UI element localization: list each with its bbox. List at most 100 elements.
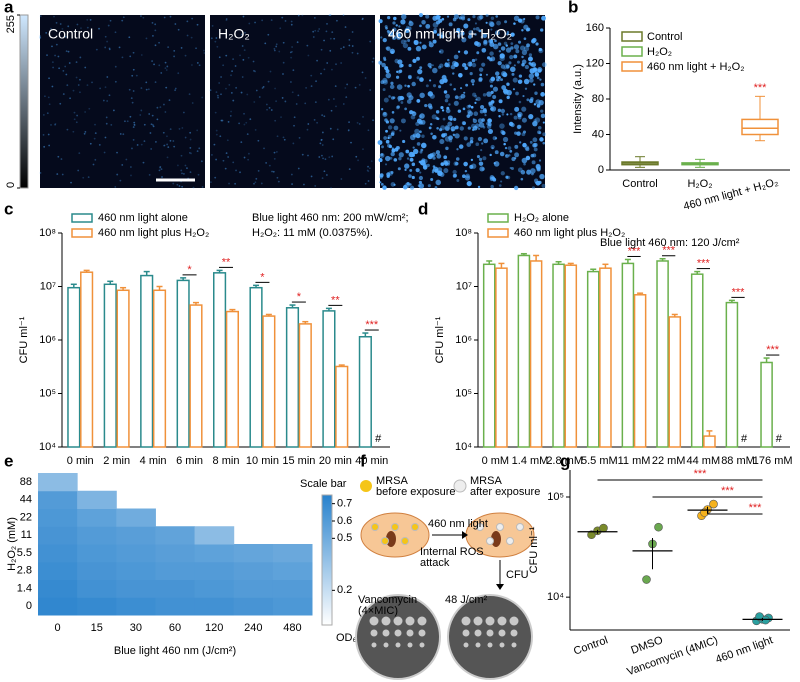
- legend-swatch: [487, 228, 509, 238]
- fluorescent-spot: [124, 120, 126, 123]
- fluorescent-spot: [449, 139, 453, 143]
- mrsa-after: [516, 523, 524, 531]
- x-tick-label: 10 min: [246, 455, 279, 467]
- fluorescent-spot: [530, 97, 534, 101]
- fluorescent-spot: [533, 103, 537, 106]
- fluorescent-spot: [535, 163, 541, 169]
- colony-spot: [461, 616, 471, 626]
- y-tick-label: 10⁵: [455, 387, 472, 399]
- fluorescent-spot: [230, 92, 233, 94]
- fluorescent-spot: [189, 138, 192, 141]
- fluorescent-spot: [521, 49, 528, 56]
- diagram-text: 460 nm light: [428, 518, 488, 530]
- marker: #: [776, 433, 783, 445]
- fluorescent-spot: [243, 123, 246, 126]
- fluorescent-spot: [397, 95, 403, 101]
- fluorescent-spot: [156, 118, 159, 121]
- fluorescent-spot: [412, 111, 415, 114]
- fluorescent-spot: [275, 100, 277, 103]
- fluorescent-spot: [346, 83, 349, 86]
- fluorescent-spot: [329, 37, 332, 40]
- fluorescent-spot: [222, 64, 225, 67]
- fluorescent-spot: [500, 108, 506, 114]
- heatmap-cell: [233, 544, 274, 563]
- fluorescent-spot: [255, 177, 258, 180]
- heatmap-cell: [194, 526, 235, 545]
- fluorescent-spot: [254, 181, 257, 184]
- fluorescent-spot: [342, 46, 345, 49]
- colony-spot: [405, 616, 415, 626]
- fluorescent-spot: [402, 139, 406, 144]
- fluorescent-spot: [470, 78, 475, 84]
- fluorescent-spot: [472, 92, 477, 97]
- fluorescent-spot: [431, 152, 436, 157]
- bar: [262, 315, 276, 448]
- panel-label: g: [560, 451, 570, 470]
- fluorescent-spot: [172, 182, 175, 185]
- heatmap-cell: [116, 508, 156, 527]
- fluorescent-spot: [541, 62, 547, 68]
- fluorescent-spot: [390, 132, 395, 136]
- fluorescent-spot: [230, 110, 233, 113]
- fluorescent-spot: [184, 136, 187, 139]
- fluorescent-spot: [314, 185, 317, 187]
- fluorescent-spot: [104, 46, 107, 49]
- fluorescent-spot: [191, 102, 194, 104]
- fluorescent-spot: [455, 157, 460, 161]
- fluorescent-spot: [456, 179, 460, 182]
- fluorescent-spot: [475, 27, 480, 31]
- fluorescent-spot: [482, 156, 487, 161]
- fluorescent-spot: [515, 91, 519, 96]
- fluorescent-spot: [293, 124, 295, 127]
- fluorescent-spot: [94, 123, 96, 126]
- fluorescent-spot: [273, 47, 276, 50]
- fluorescent-spot: [54, 54, 56, 57]
- fluorescent-spot: [454, 125, 459, 130]
- fluorescent-spot: [474, 101, 477, 105]
- fluorescent-spot: [445, 146, 449, 151]
- fluorescent-spot: [145, 81, 148, 84]
- mrsa-before: [381, 537, 389, 545]
- fluorescent-spot: [498, 99, 503, 104]
- fluorescent-spot: [497, 78, 501, 82]
- fluorescent-spot: [57, 55, 60, 58]
- colony-spot: [487, 642, 493, 648]
- heatmap-cell: [77, 490, 117, 509]
- fluorescent-spot: [261, 19, 264, 22]
- fluorescent-spot: [229, 115, 232, 117]
- y-tick-label: 10⁶: [455, 334, 472, 346]
- fluorescent-spot: [419, 66, 423, 70]
- fluorescent-spot: [530, 153, 535, 158]
- fluorescent-spot: [191, 17, 194, 20]
- fluorescent-spot: [173, 55, 176, 58]
- fluorescent-spot: [489, 39, 494, 44]
- fluorescent-spot: [211, 154, 213, 156]
- fluorescent-spot: [520, 45, 526, 51]
- diagram-text: after exposure: [470, 486, 540, 498]
- fluorescent-spot: [424, 104, 428, 108]
- fluorescent-spot: [48, 144, 51, 147]
- fluorescent-spot: [255, 89, 258, 92]
- y-tick-label: 0: [26, 600, 32, 612]
- fluorescent-spot: [342, 103, 345, 105]
- bar: [703, 435, 716, 448]
- fluorescent-spot: [133, 124, 136, 126]
- significance: **: [331, 294, 340, 306]
- fluorescent-spot: [317, 30, 320, 32]
- fluorescent-spot: [162, 131, 165, 134]
- fluorescent-spot: [70, 181, 72, 184]
- fluorescent-spot: [390, 171, 394, 174]
- legend-label: 460 nm light alone: [98, 212, 188, 224]
- fluorescent-spot: [432, 22, 439, 28]
- fluorescent-spot: [406, 157, 410, 160]
- fluorescent-spot: [226, 139, 229, 142]
- x-tick-label: 8 min: [213, 455, 240, 467]
- x-tick-label: 22 mM: [652, 455, 686, 467]
- fluorescent-spot: [56, 173, 59, 175]
- fluorescent-spot: [421, 134, 425, 139]
- bar: [249, 286, 263, 448]
- fluorescent-spot: [59, 102, 62, 105]
- fluorescent-spot: [407, 84, 410, 88]
- fluorescent-spot: [415, 133, 421, 139]
- fluorescent-spot: [152, 124, 154, 126]
